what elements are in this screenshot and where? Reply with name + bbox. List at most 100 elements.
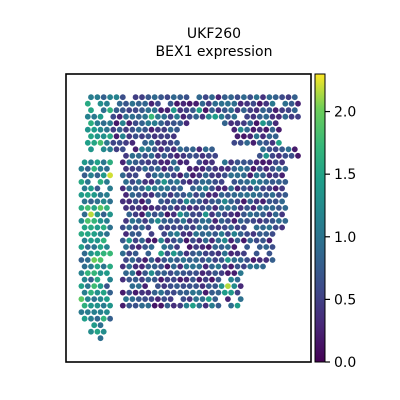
expression-spot — [174, 270, 180, 276]
expression-spot — [174, 192, 180, 198]
expression-spot — [139, 94, 145, 101]
expression-spot — [164, 107, 171, 114]
expression-spot — [161, 139, 168, 146]
expression-spot — [126, 263, 133, 270]
expression-spot — [269, 165, 276, 172]
expression-spot — [123, 270, 129, 276]
expression-spot — [205, 257, 212, 263]
expression-spot — [100, 315, 107, 322]
expression-spot — [161, 113, 168, 120]
expression-spot — [107, 224, 113, 231]
expression-spot — [164, 289, 171, 296]
expression-spot — [81, 250, 88, 257]
expression-spot — [88, 302, 94, 309]
expression-spot — [104, 218, 110, 224]
expression-spot — [244, 165, 251, 172]
expression-spot — [209, 198, 215, 205]
expression-spot — [218, 179, 225, 185]
expression-spot — [269, 244, 276, 250]
expression-spot — [132, 198, 139, 205]
expression-spot — [282, 165, 289, 172]
expression-spot — [142, 296, 149, 302]
expression-spot — [285, 94, 292, 101]
expression-spot — [241, 94, 247, 101]
expression-spot — [218, 113, 225, 120]
colorbar-tick-label: 1.5 — [334, 167, 356, 183]
expression-spot — [253, 198, 260, 205]
expression-spot — [119, 120, 126, 127]
expression-spot — [155, 165, 161, 172]
expression-spot — [167, 113, 174, 120]
expression-spot — [269, 231, 276, 237]
expression-spot — [247, 263, 254, 270]
expression-spot — [167, 179, 174, 185]
expression-spot — [158, 276, 165, 283]
expression-spot — [81, 302, 88, 309]
expression-spot — [288, 152, 295, 159]
expression-spot — [276, 113, 282, 120]
expression-spot — [234, 289, 241, 296]
expression-spot — [193, 179, 200, 185]
expression-spot — [260, 185, 266, 192]
expression-spot — [209, 185, 215, 192]
expression-spot — [155, 296, 161, 302]
expression-spot — [158, 302, 165, 309]
expression-spot — [183, 224, 190, 231]
expression-spot — [212, 296, 219, 302]
expression-spot — [88, 198, 94, 205]
expression-spot — [132, 120, 139, 127]
expression-spot — [116, 100, 123, 107]
expression-spot — [253, 263, 260, 270]
expression-spot — [177, 237, 184, 244]
expression-spot — [215, 263, 222, 270]
expression-spot — [84, 218, 91, 224]
expression-spot — [241, 198, 247, 205]
expression-spot — [155, 205, 161, 211]
expression-spot — [247, 185, 254, 192]
expression-spot — [107, 120, 113, 127]
expression-spot — [88, 146, 94, 153]
expression-spot — [209, 302, 215, 309]
expression-spot — [107, 211, 113, 218]
expression-spot — [94, 120, 101, 127]
expression-spot — [97, 205, 104, 211]
expression-spot — [234, 237, 241, 244]
expression-spot — [104, 309, 110, 315]
expression-spot — [97, 126, 104, 133]
expression-spot — [183, 263, 190, 270]
expression-spot — [250, 179, 257, 185]
expression-spot — [202, 250, 209, 257]
expression-spot — [202, 146, 209, 153]
expression-spot — [279, 172, 285, 179]
expression-spot — [97, 218, 104, 224]
expression-spot — [263, 126, 270, 133]
expression-spot — [231, 165, 238, 172]
expression-spot — [145, 172, 152, 179]
expression-spot — [158, 185, 165, 192]
expression-spot — [107, 263, 113, 270]
expression-spot — [81, 289, 88, 296]
expression-spot — [78, 179, 85, 185]
expression-spot — [218, 283, 225, 289]
expression-spot — [209, 276, 215, 283]
expression-spot — [151, 276, 158, 283]
expression-spot — [170, 198, 177, 205]
expression-spot — [199, 192, 206, 198]
expression-spot — [234, 159, 241, 166]
expression-spot — [129, 257, 136, 263]
expression-spot — [199, 205, 206, 211]
expression-spot — [212, 192, 219, 198]
expression-spot — [84, 165, 91, 172]
expression-spot — [174, 126, 180, 133]
expression-spot — [123, 113, 129, 120]
expression-spot — [256, 244, 263, 250]
expression-spot — [205, 296, 212, 302]
expression-spot — [170, 276, 177, 283]
expression-spot — [193, 152, 200, 159]
expression-spot — [148, 165, 155, 172]
expression-spot — [253, 224, 260, 231]
expression-spot — [123, 257, 129, 263]
expression-spot — [123, 296, 129, 302]
expression-spot — [193, 100, 200, 107]
expression-spot — [237, 192, 244, 198]
